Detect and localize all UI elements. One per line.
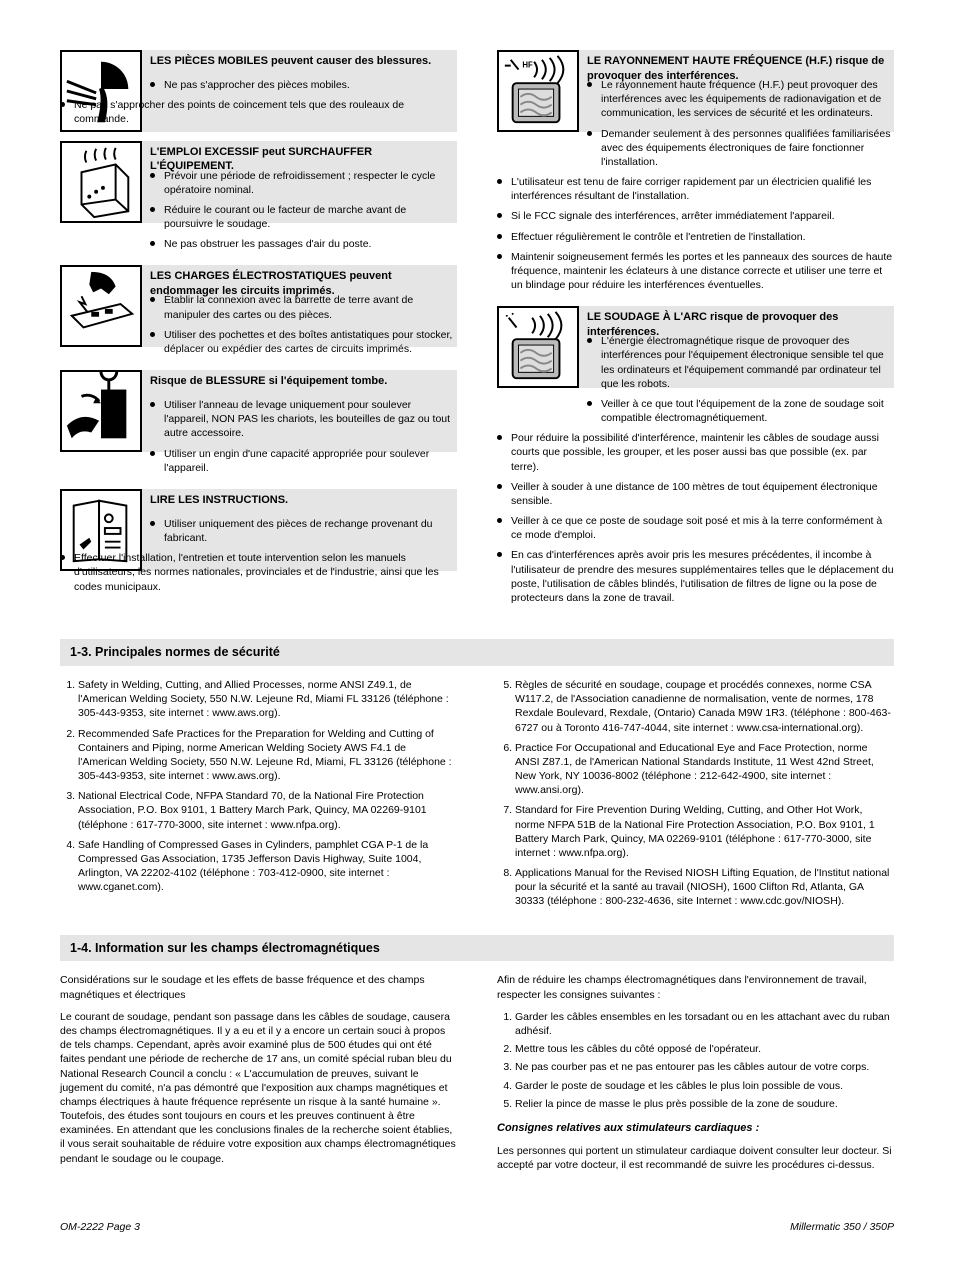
left-column: LES PIÈCES MOBILES peuvent causer des bl… bbox=[60, 50, 457, 619]
emf-right: Afin de réduire les champs électromagnét… bbox=[497, 973, 894, 1180]
section-safety-standards-title: 1-3. Principales normes de sécurité bbox=[60, 639, 894, 666]
hazard-falling: Risque de BLESSURE si l'équipement tombe… bbox=[60, 370, 457, 475]
right-column: HF LE RAYONNEMENT HAUTE FRÉQUENCE (H.F.)… bbox=[497, 50, 894, 619]
refs-right-list: Règles de sécurité en soudage, coupage e… bbox=[497, 678, 894, 915]
falling-icon bbox=[60, 370, 142, 452]
hf-radiation-icon: HF bbox=[497, 50, 579, 132]
hazard-moving-parts: LES PIÈCES MOBILES peuvent causer des bl… bbox=[60, 50, 457, 127]
hazard-title: LIRE LES INSTRUCTIONS. bbox=[150, 489, 457, 512]
arc-interference-icon bbox=[497, 306, 579, 388]
emf-left: Considérations sur le soudage et les eff… bbox=[60, 973, 457, 1180]
refs-left-list: Safety in Welding, Cutting, and Allied P… bbox=[60, 678, 457, 915]
hazard-read: LIRE LES INSTRUCTIONS. Utiliser uniqueme… bbox=[60, 489, 457, 594]
pacemaker-subtitle: Consignes relatives aux stimulateurs car… bbox=[497, 1121, 894, 1136]
svg-text:HF: HF bbox=[522, 61, 533, 70]
emf-columns: Considérations sur le soudage et les eff… bbox=[60, 973, 894, 1180]
hazard-bullets: Ne pas s'approcher des pièces mobiles. bbox=[150, 78, 457, 92]
hazard-arc-interference: LE SOUDAGE À L'ARC risque de provoquer d… bbox=[497, 306, 894, 605]
footer-left: OM-2222 Page 3 bbox=[60, 1220, 140, 1234]
hazards-two-column: LES PIÈCES MOBILES peuvent causer des bl… bbox=[60, 50, 894, 619]
esd-icon bbox=[60, 265, 142, 347]
page-footer: OM-2222 Page 3 Millermatic 350 / 350P bbox=[60, 1220, 894, 1234]
hazard-hf-radiation: HF LE RAYONNEMENT HAUTE FRÉQUENCE (H.F.)… bbox=[497, 50, 894, 292]
hazard-overheat: L'EMPLOI EXCESSIF peut SURCHAUFFER L'ÉQU… bbox=[60, 141, 457, 252]
hazard-title: Risque de BLESSURE si l'équipement tombe… bbox=[150, 370, 457, 393]
footer-right: Millermatic 350 / 350P bbox=[790, 1220, 894, 1234]
hazard-esd: LES CHARGES ÉLECTROSTATIQUES peuvent end… bbox=[60, 265, 457, 356]
overheat-icon bbox=[60, 141, 142, 223]
hazard-title: LES PIÈCES MOBILES peuvent causer des bl… bbox=[150, 50, 457, 73]
safety-standards-refs: Safety in Welding, Cutting, and Allied P… bbox=[60, 678, 894, 915]
section-emf-title: 1-4. Information sur les champs électrom… bbox=[60, 935, 894, 962]
